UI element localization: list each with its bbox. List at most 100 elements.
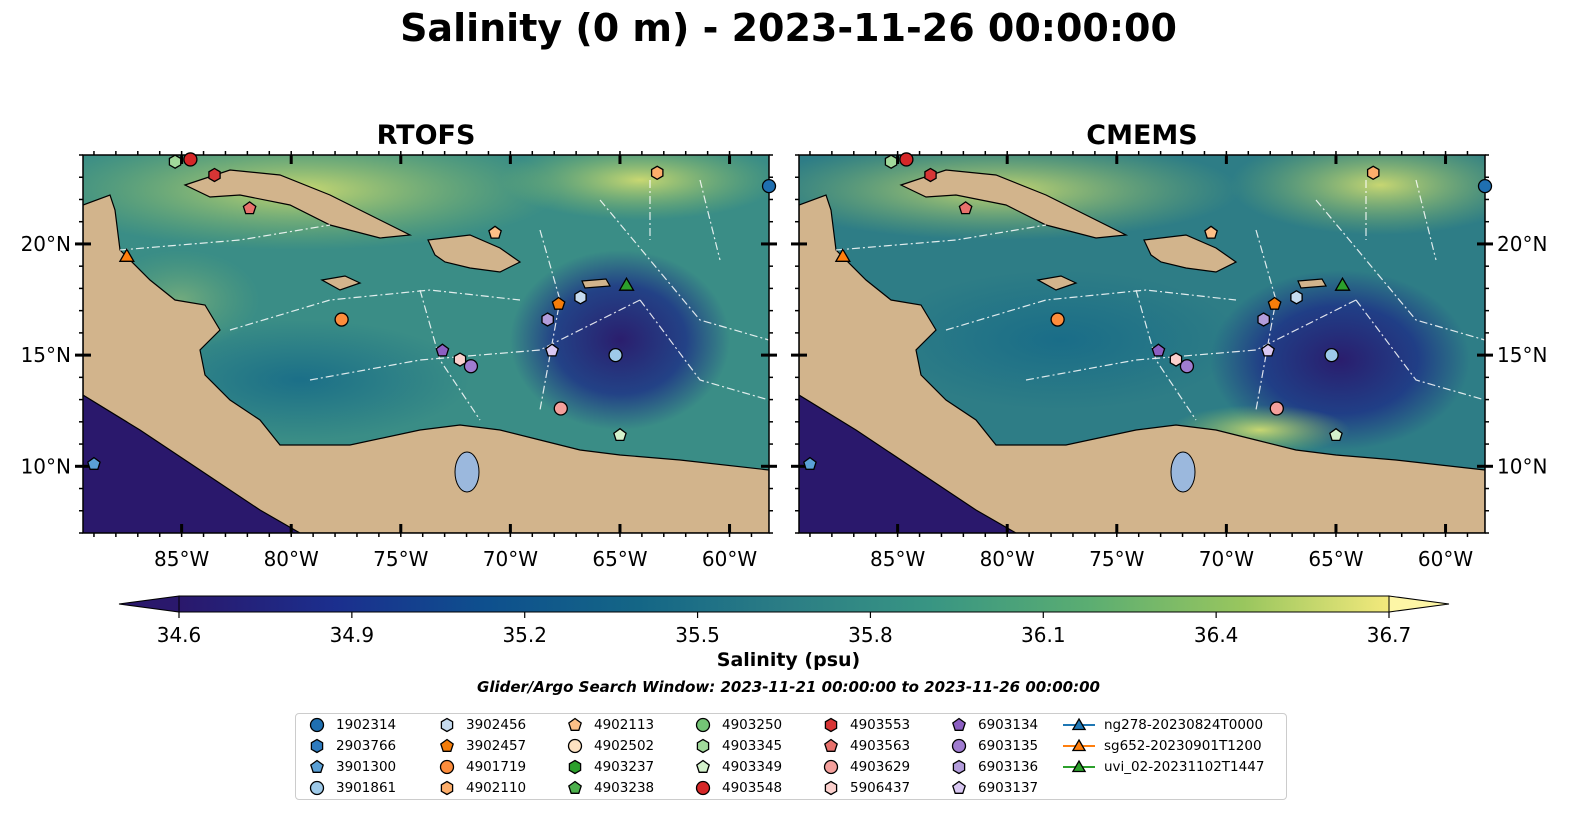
panel-title-rtofs: RTOFS	[376, 120, 476, 151]
obs-marker-4903548	[183, 152, 198, 167]
legend-label: 6903134	[978, 717, 1039, 733]
obs-marker-5906437	[453, 352, 467, 367]
obs-marker-4902110	[650, 165, 664, 181]
lat-tick-label: 15°N	[1497, 343, 1547, 367]
hexagon-marker-icon	[440, 780, 454, 796]
legend-item: 3902456	[436, 715, 526, 735]
legend-item: 3901300	[306, 757, 396, 777]
obs-marker-3902457	[551, 296, 566, 310]
obs-marker-4903349	[1329, 427, 1343, 442]
colorbar-tick-label: 35.2	[502, 623, 547, 647]
map-panel-rtofs	[82, 154, 770, 534]
obs-marker-sg652-20230901T1200	[118, 248, 135, 262]
lat-tick-label: 20°N	[1497, 232, 1547, 256]
lon-tick-label: 65°W	[1308, 547, 1363, 571]
legend: 1902314 2903766 3901300 3901861 3902456 39024…	[295, 713, 1287, 800]
obs-marker-sg652-20230901T1200	[834, 248, 851, 262]
circle-marker-icon	[695, 780, 711, 796]
legend-item: ng278-20230824T0000	[1062, 715, 1263, 735]
legend-label: 4903553	[850, 717, 911, 733]
puerto-rico-island	[581, 278, 611, 289]
legend-label: 4902502	[594, 738, 655, 754]
cuba-island	[183, 169, 413, 239]
colorbar: 34.6 34.9 35.2 35.5 35.8 36.1 36.4 36.7	[118, 595, 1450, 647]
colorbar-tick-label: 36.4	[1194, 623, 1239, 647]
hexagon-marker-icon	[440, 717, 454, 733]
obs-marker-4903563	[242, 201, 257, 215]
legend-label: 4902113	[594, 717, 655, 733]
legend-label: 3902457	[466, 738, 527, 754]
legend-label: 4901719	[466, 759, 527, 775]
legend-item: 6903136	[948, 757, 1038, 777]
cuba-island	[899, 169, 1129, 239]
obs-marker-3902457	[1267, 296, 1282, 310]
pentagon-marker-icon	[952, 780, 966, 794]
pacific-water	[83, 395, 300, 533]
colorbar-tick-label: 36.7	[1367, 623, 1412, 647]
lon-tick-label: 75°W	[1089, 547, 1144, 571]
lake-maracaibo	[454, 451, 480, 493]
legend-label: sg652-20230901T1200	[1104, 738, 1262, 754]
colorbar-extend-low	[118, 595, 180, 613]
hexagon-marker-icon	[568, 759, 582, 775]
obs-marker-4903629	[1269, 401, 1284, 416]
lat-tick-label: 20°N	[21, 232, 71, 256]
obs-marker-6903134	[1151, 343, 1166, 357]
pentagon-marker-icon	[440, 738, 454, 752]
obs-marker-3901861	[1324, 347, 1339, 363]
hexagon-marker-icon	[824, 717, 838, 733]
axis-ticks: 85°W 80°W 75°W 70°W 65°W 60°W 20°N 15°N 10°N 85°W…	[21, 151, 1547, 571]
obs-marker-6903136	[1257, 312, 1270, 327]
legend-label: 3901300	[336, 759, 397, 775]
pentagon-marker-icon	[696, 759, 710, 773]
lon-tick-label: 65°W	[592, 547, 647, 571]
obs-marker-3901300	[87, 456, 101, 470]
map-frame	[82, 154, 770, 534]
circle-marker-icon	[309, 780, 325, 796]
hispaniola-island	[427, 234, 522, 273]
obs-marker-4903629	[553, 401, 568, 416]
colorbar-tick-label: 36.1	[1021, 623, 1066, 647]
lon-tick-label: 75°W	[373, 547, 428, 571]
lon-tick-label: 85°W	[870, 547, 925, 571]
central-america-landmass	[799, 194, 1485, 533]
mid-salinity-region	[880, 270, 1240, 410]
obs-marker-6903135	[1179, 359, 1195, 374]
lon-tick-label: 80°W	[264, 547, 319, 571]
hexagon-marker-icon	[310, 738, 324, 754]
legend-label: 4903250	[722, 717, 783, 733]
jamaica-island	[320, 275, 362, 291]
lon-tick-label: 60°W	[702, 547, 757, 571]
obs-marker-4901719	[334, 312, 349, 327]
jamaica-island	[1036, 275, 1078, 291]
legend-item: 3902457	[436, 736, 526, 756]
obs-marker-4903345	[168, 154, 182, 169]
legend-item: uvi_02-20231102T1447	[1062, 757, 1264, 777]
obs-marker-4903553	[924, 167, 937, 183]
obs-marker-3902456	[574, 290, 587, 305]
map-frame	[798, 154, 1486, 534]
legend-item: 4903238	[564, 778, 654, 798]
obs-marker-6903137	[1261, 343, 1275, 357]
pentagon-marker-icon	[568, 717, 582, 731]
lon-tick-label: 60°W	[1418, 547, 1473, 571]
legend-item: 4903553	[820, 715, 910, 735]
colorbar-tick-label: 34.6	[157, 623, 202, 647]
obs-marker-5906437	[1169, 352, 1183, 367]
circle-marker-icon	[951, 738, 967, 754]
low-salinity-region	[510, 250, 730, 430]
search-window-note: Glider/Argo Search Window: 2023-11-21 00…	[477, 678, 1100, 696]
legend-item: 4902113	[564, 715, 654, 735]
eez-boundaries	[119, 179, 769, 421]
hexagon-marker-icon	[952, 759, 966, 775]
obs-marker-1902314	[1477, 178, 1493, 194]
legend-item: 2903766	[306, 736, 396, 756]
map-panel-cmems	[798, 154, 1486, 534]
eez-boundaries	[835, 179, 1485, 421]
triangle-marker-icon	[1063, 759, 1095, 773]
obs-marker-3902456	[1290, 290, 1303, 305]
pentagon-marker-icon	[824, 738, 838, 752]
obs-marker-4901719	[1050, 312, 1065, 327]
legend-item: 3901861	[306, 778, 396, 798]
